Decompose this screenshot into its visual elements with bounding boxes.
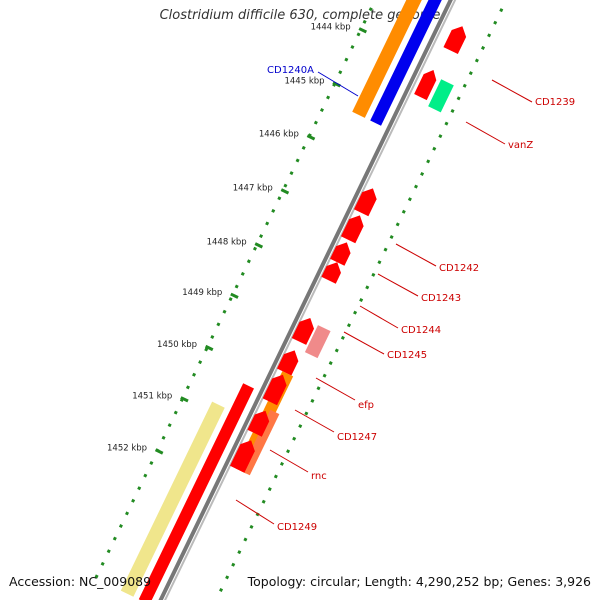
gene-label-cd1243: CD1243 [421, 293, 461, 304]
gene-leader-line [317, 71, 359, 97]
gene-leader-line [395, 243, 437, 267]
tick-mark [230, 292, 239, 299]
gene-arrow-cd1239 [443, 26, 467, 55]
gene-arrow-cd1247 [262, 374, 287, 406]
gene-leader-line [294, 409, 335, 433]
outer-tick-ring [214, 0, 508, 600]
gene-label-rnc: rnc [311, 471, 327, 482]
gene-leader-line [491, 79, 533, 103]
gene-leader-line [269, 449, 309, 473]
gene-label-cd1247: CD1247 [337, 432, 377, 443]
gene-leader-line [377, 273, 419, 297]
gene-arrow-cd1243 [340, 215, 364, 244]
tick-mark [280, 188, 290, 195]
gene-leader-line [343, 331, 385, 355]
tick-mark [358, 27, 368, 34]
accession-label: Accession: NC_009089 [9, 574, 152, 589]
gene-leader-line [235, 499, 275, 525]
genome-summary: Topology: circular; Length: 4,290,252 bp… [247, 574, 591, 589]
tick-label: 1449 kbp [182, 288, 222, 298]
tick-mark [254, 242, 264, 249]
tick-label: 1452 kbp [107, 444, 147, 454]
gene-label-efp: efp [358, 400, 374, 411]
gene-arrow-cd1244 [330, 242, 351, 266]
map-title: Clostridium difficile 630, complete geno… [159, 8, 441, 23]
tick-mark [154, 448, 164, 455]
gene-label-cd1242: CD1242 [439, 263, 479, 274]
gene-label-vanz: vanZ [508, 140, 533, 151]
tick-mark [306, 134, 316, 141]
tick-mark [204, 344, 214, 352]
gene-leader-line [465, 121, 506, 145]
tick-label: 1450 kbp [157, 340, 197, 350]
gene-arrow-cd1246 [291, 318, 314, 345]
tick-mark [332, 81, 341, 88]
gene-arrow-efp [276, 350, 299, 376]
gene-label-cd1240a: CD1240A [267, 65, 314, 76]
track-yellow-lower [120, 401, 225, 597]
tick-label: 1445 kbp [284, 76, 324, 86]
gene-leader-line [359, 305, 399, 329]
gene-label-cd1245: CD1245 [387, 350, 427, 361]
gene-box-vanz [428, 79, 454, 113]
tick-label: 1444 kbp [311, 22, 351, 32]
track-red-lower [138, 383, 254, 600]
inner-tick-ring [94, 0, 377, 580]
gene-leader-line [315, 377, 356, 401]
gene-label-cd1239: CD1239 [535, 97, 575, 108]
gene-arrow-cd1242 [353, 188, 377, 217]
gene-box-efp [304, 325, 331, 359]
gene-arrow-cd1240 [414, 70, 437, 101]
gene-arrow-cd1245 [321, 262, 341, 284]
tick-label: 1447 kbp [233, 183, 273, 193]
track-orange [352, 0, 422, 118]
gene-arrow-cd1249 [230, 440, 255, 473]
gene-arrow-rnc [247, 410, 270, 437]
tick-mark [180, 396, 189, 403]
track-blue [370, 0, 442, 126]
tick-label: 1446 kbp [259, 129, 299, 139]
tick-label: 1451 kbp [132, 391, 172, 401]
backbone-line [158, 0, 453, 600]
gene-label-cd1244: CD1244 [401, 325, 441, 336]
tick-label: 1448 kbp [207, 237, 247, 247]
gene-label-cd1249: CD1249 [277, 522, 317, 533]
